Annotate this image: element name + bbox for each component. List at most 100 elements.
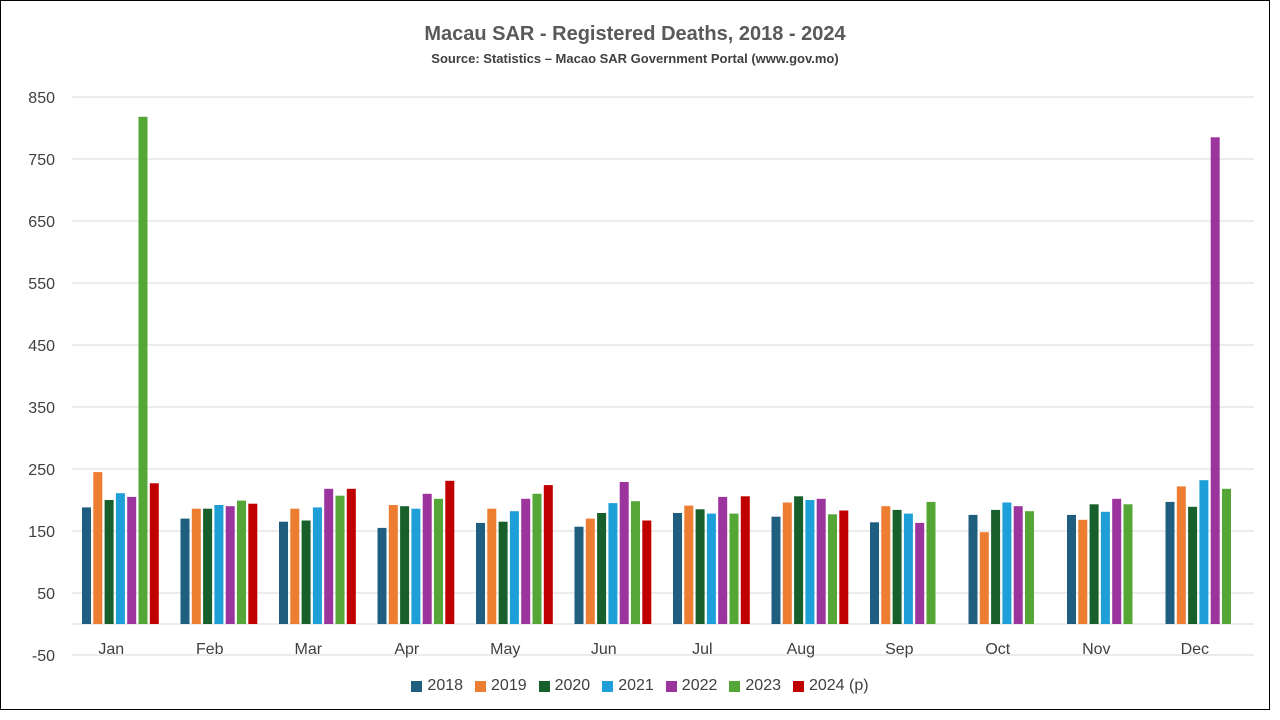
x-tick-label: Oct xyxy=(985,641,1010,658)
bar xyxy=(1210,137,1220,625)
legend-label: 2022 xyxy=(681,677,718,694)
chart-subtitle: Source: Statistics – Macao SAR Governmen… xyxy=(431,51,839,66)
bar xyxy=(388,505,398,624)
bar xyxy=(1123,504,1133,624)
legend-label: 2020 xyxy=(554,677,591,694)
bar xyxy=(434,498,443,624)
bar xyxy=(968,514,978,624)
legend-item: 2024 (p) xyxy=(792,677,869,695)
bar xyxy=(422,493,432,624)
chart-legend: 2018 2019 2020 2021 2022 2023 2024 (p) xyxy=(0,677,1280,695)
bar xyxy=(782,502,792,624)
bar xyxy=(794,496,804,624)
bar xyxy=(1100,511,1110,624)
bar xyxy=(771,516,781,624)
y-tick-label: 150 xyxy=(28,524,55,541)
y-tick-label: 550 xyxy=(28,276,55,293)
bar xyxy=(543,485,553,624)
legend-swatch xyxy=(538,680,550,692)
bar xyxy=(115,493,125,624)
legend-swatch xyxy=(665,680,677,692)
bar xyxy=(180,518,190,624)
y-tick-label: -50 xyxy=(32,648,55,665)
bar xyxy=(1089,504,1099,624)
chart-title: Macau SAR - Registered Deaths, 2018 - 20… xyxy=(424,23,846,45)
y-tick-label: 350 xyxy=(28,400,55,417)
bar xyxy=(237,500,246,624)
legend-item: 2019 xyxy=(475,677,527,695)
x-tick-label: Nov xyxy=(1082,641,1110,658)
bar xyxy=(1025,511,1034,624)
legend-label: 2018 xyxy=(427,677,464,694)
legend-item: 2022 xyxy=(665,677,718,695)
legend-label: 2019 xyxy=(491,677,527,694)
bar xyxy=(445,480,455,624)
legend-item: 2018 xyxy=(411,677,463,695)
bar xyxy=(1199,480,1209,624)
bar xyxy=(903,513,913,624)
bar xyxy=(476,522,485,624)
bar xyxy=(619,482,629,624)
x-tick-label: Feb xyxy=(196,641,224,658)
bar xyxy=(203,508,213,624)
bar xyxy=(926,501,936,624)
x-tick-label: May xyxy=(490,641,520,658)
bar xyxy=(104,500,114,624)
y-tick-label: 250 xyxy=(28,462,55,479)
bar xyxy=(498,521,508,624)
bar xyxy=(149,483,159,624)
bar xyxy=(301,520,311,624)
bar xyxy=(1013,506,1023,624)
x-tick-label: Aug xyxy=(787,641,815,658)
bar xyxy=(532,493,542,624)
bar xyxy=(870,522,879,624)
bar xyxy=(335,495,345,624)
bar xyxy=(631,501,640,624)
bar xyxy=(1078,519,1088,624)
bar xyxy=(706,513,716,624)
bar xyxy=(695,509,705,624)
x-tick-label: Jun xyxy=(591,641,617,658)
bar xyxy=(411,508,421,624)
bar xyxy=(991,509,1001,624)
bar xyxy=(1222,488,1231,624)
bar xyxy=(290,508,300,624)
legend-swatch xyxy=(792,680,804,692)
legend-swatch xyxy=(602,680,614,692)
x-tick-label: Mar xyxy=(295,641,323,658)
x-tick-label: Jul xyxy=(692,641,712,658)
bar xyxy=(521,498,531,624)
legend-item: 2021 xyxy=(602,677,654,695)
bar xyxy=(839,510,849,624)
bar xyxy=(138,116,148,625)
bar xyxy=(225,506,235,624)
bar xyxy=(892,509,902,624)
bar xyxy=(1165,501,1175,624)
bar xyxy=(214,505,224,624)
y-tick-label: 450 xyxy=(28,338,55,355)
bar xyxy=(1112,498,1122,624)
x-tick-label: Apr xyxy=(394,641,420,658)
bar xyxy=(718,496,728,624)
bar xyxy=(279,521,288,624)
bar xyxy=(585,518,595,624)
bar xyxy=(828,514,837,624)
legend-swatch xyxy=(729,680,741,692)
bar xyxy=(324,488,334,624)
bar xyxy=(1188,506,1198,624)
legend-label: 2021 xyxy=(618,677,654,694)
bar xyxy=(82,507,91,624)
bar xyxy=(673,513,682,624)
y-tick-label: 850 xyxy=(28,90,55,107)
x-tick-label: Sep xyxy=(885,641,914,658)
bar xyxy=(1176,486,1186,624)
x-tick-label: Jan xyxy=(98,641,124,658)
bar xyxy=(740,496,750,624)
x-tick-label: Dec xyxy=(1181,641,1209,658)
bar xyxy=(191,508,201,624)
bar xyxy=(346,488,356,624)
y-tick-label: 750 xyxy=(28,152,55,169)
legend-item: 2020 xyxy=(538,677,591,695)
bar xyxy=(400,506,410,624)
